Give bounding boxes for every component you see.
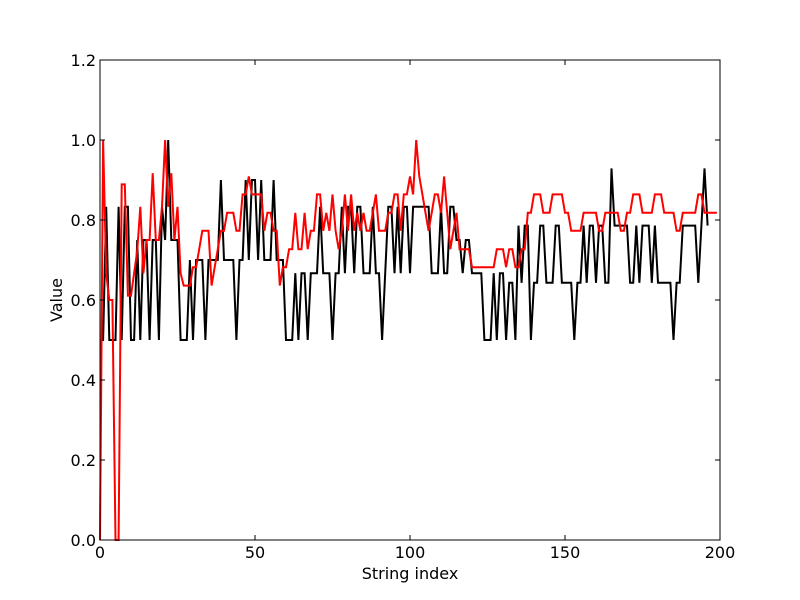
- y-tick-label: 0.0: [71, 531, 96, 550]
- x-tick-label: 0: [95, 543, 105, 562]
- y-tick-label: 0.6: [71, 291, 96, 310]
- x-axis-label: String index: [362, 564, 459, 583]
- y-axis-label: Value: [47, 278, 66, 322]
- series-line-1: [100, 139, 709, 341]
- y-tick-label: 1.2: [71, 51, 96, 70]
- x-tick-label: 200: [705, 543, 736, 562]
- series-layer: [99, 139, 717, 541]
- tick-labels-layer: 0 50 100 150 200 0.0 0.2 0.4 0.6 0.8 1.0 1.2: [71, 51, 736, 562]
- series-line-2: [99, 139, 717, 541]
- x-tick-label: 150: [550, 543, 581, 562]
- y-tick-label: 1.0: [71, 131, 96, 150]
- x-tick-label: 50: [245, 543, 265, 562]
- y-tick-label: 0.2: [71, 451, 96, 470]
- x-tick-label: 100: [395, 543, 426, 562]
- plot-frame: [99, 59, 721, 541]
- y-tick-label: 0.8: [71, 211, 96, 230]
- y-tick-label: 0.4: [71, 371, 96, 390]
